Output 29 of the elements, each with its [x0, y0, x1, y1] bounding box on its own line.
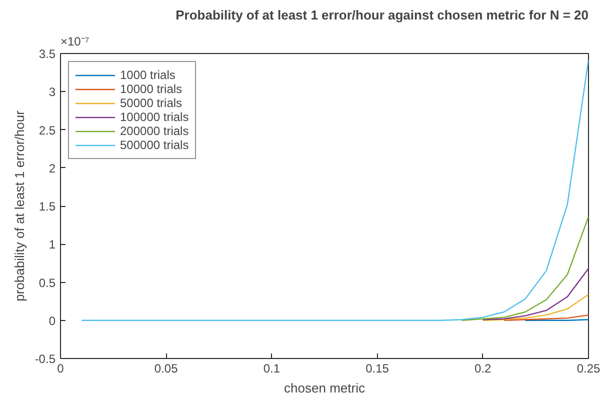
line-series: [81, 59, 588, 321]
legend-label: 100000 trials: [120, 110, 189, 124]
y-tick-label: 3: [48, 85, 56, 100]
y-tick-label: 0.5: [38, 276, 56, 290]
legend-label: 200000 trials: [120, 124, 189, 138]
y-tick-label: 0: [48, 314, 56, 328]
legend-label: 10000 trials: [120, 82, 182, 96]
chart-title: Probability of at least 1 error/hour against chosen metric for N = 20: [176, 8, 589, 22]
y-tick-label: 1: [48, 238, 56, 252]
line-series: [482, 294, 588, 321]
text: ×10⁻⁷: [60, 34, 90, 48]
x-tick-label: 0.1: [263, 362, 280, 376]
y-tick-label: 2: [48, 161, 56, 176]
x-tick-label: 0.25: [576, 362, 601, 376]
legend-label: 50000 trials: [120, 96, 182, 110]
line-series: [461, 216, 588, 321]
legend-label: 500000 trials: [120, 138, 189, 152]
x-tick-label: 0.05: [154, 362, 178, 376]
legend-label: 1000 trials: [120, 68, 176, 82]
line-series: [482, 268, 588, 320]
x-tick-label: 0.15: [366, 362, 390, 376]
y-tick-label: 3.5: [38, 47, 56, 61]
y-tick-label: -0.5: [34, 352, 56, 366]
x-tick-label: 0: [57, 362, 64, 376]
x-axis-title: chosen metric: [284, 380, 366, 396]
y-tick-label: 1.5: [38, 200, 56, 214]
x-tick-label: 0.2: [474, 362, 492, 376]
y-tick-label: 2.5: [38, 123, 56, 138]
y-axis-title: probability of at least 1 error/hour: [12, 110, 27, 302]
